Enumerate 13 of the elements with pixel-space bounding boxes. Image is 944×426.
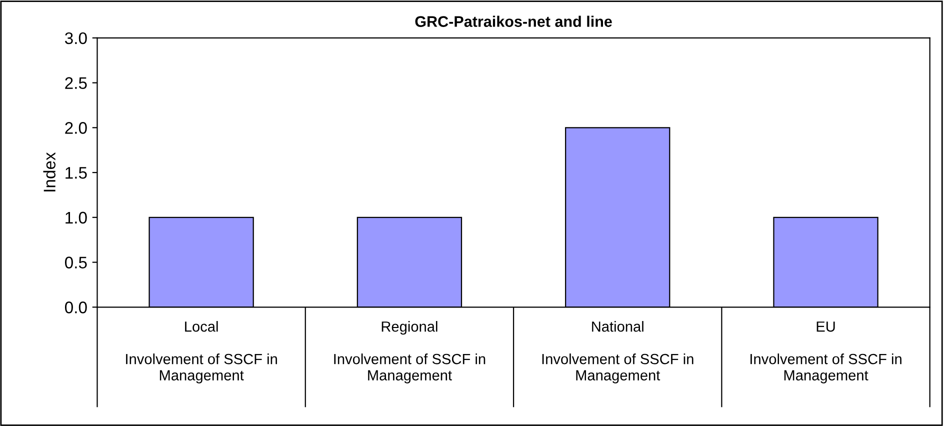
category-label: National Involvement of SSCF in Management bbox=[542, 321, 694, 384]
y-tick-label: 2.0 bbox=[65, 122, 87, 134]
category-label: Regional Involvement of SSCF in Management bbox=[334, 321, 486, 384]
category-label: Local Involvement of SSCF in Management bbox=[126, 321, 277, 384]
category-label: EU Involvement of SSCF in Management bbox=[750, 322, 902, 384]
y-tick-label: 2.5 bbox=[65, 77, 87, 89]
chart-title: GRC-Patraikos-net and line bbox=[415, 16, 612, 27]
y-tick-label: 3.0 bbox=[64, 32, 87, 44]
y-tick-label: 0.5 bbox=[64, 256, 87, 268]
y-tick-label: 1.5 bbox=[66, 167, 87, 179]
y-axis-title: Index bbox=[43, 152, 56, 192]
y-tick-label: 0.0 bbox=[64, 302, 87, 314]
y-tick-label: 1.0 bbox=[66, 212, 87, 224]
